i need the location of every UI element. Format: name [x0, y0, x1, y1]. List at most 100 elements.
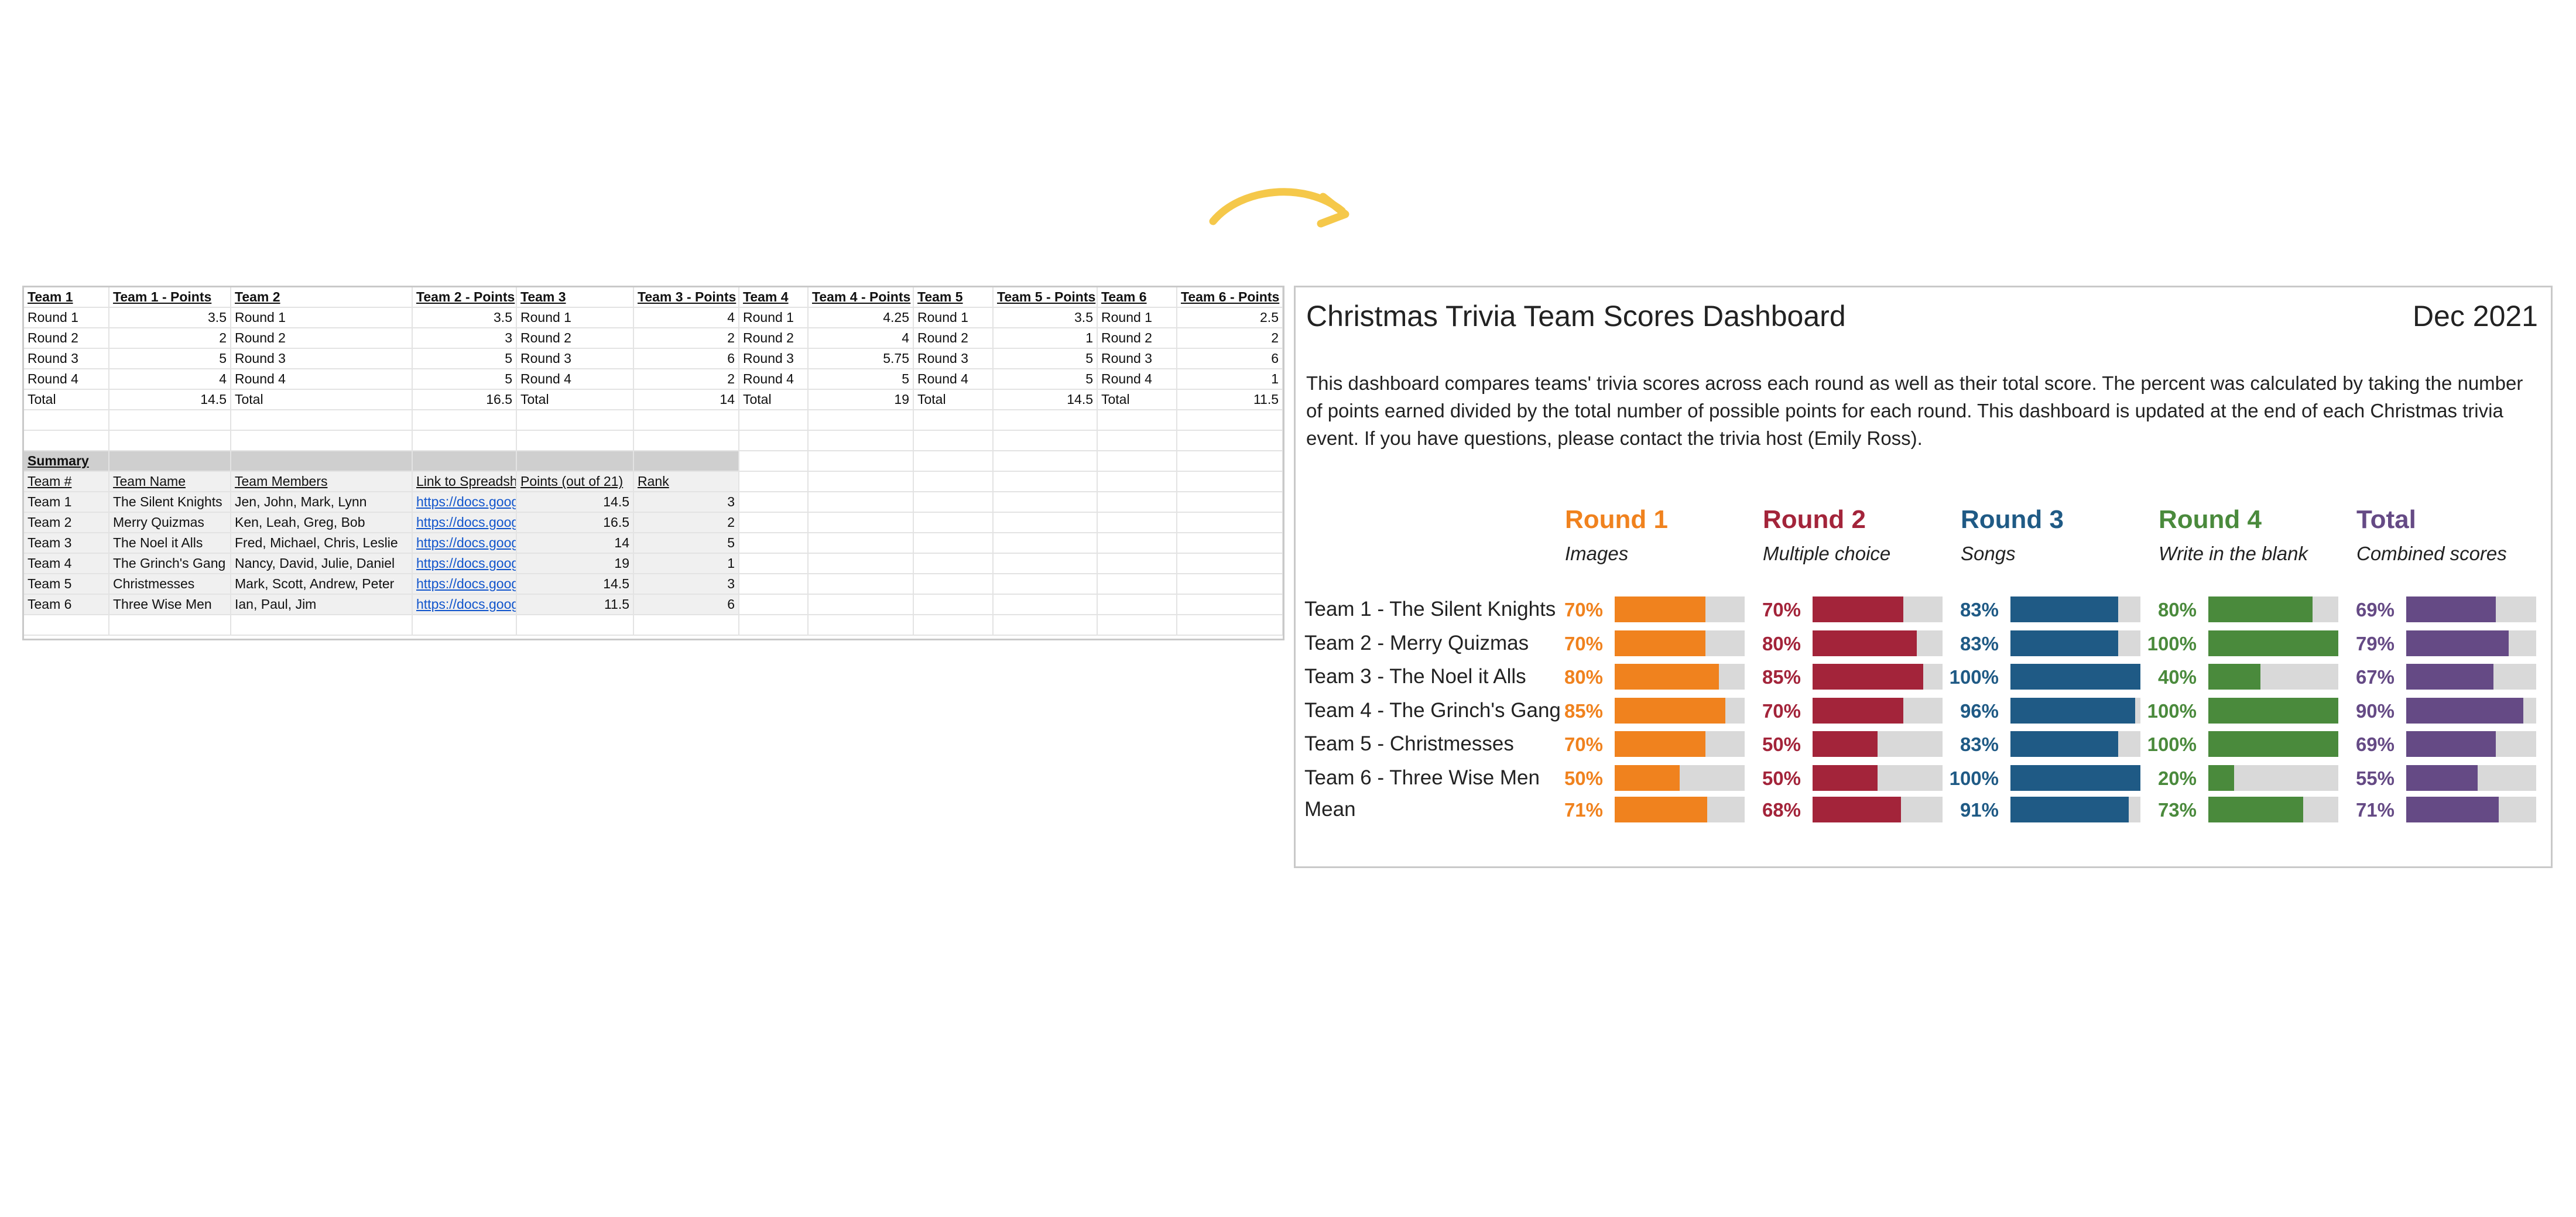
summary-cell[interactable]: 14.5 — [516, 574, 634, 595]
sheet-cell[interactable]: Total — [516, 389, 634, 410]
summary-header-cell[interactable]: Team # — [24, 471, 109, 492]
sheet-cell[interactable]: 2 — [1177, 328, 1283, 349]
sheet-cell[interactable]: Round 4 — [913, 369, 994, 390]
summary-cell[interactable]: 5 — [633, 533, 739, 554]
sheet-cell[interactable] — [993, 574, 1098, 595]
sheet-header-cell[interactable]: Team 2 — [231, 287, 413, 308]
sheet-cell[interactable] — [412, 615, 517, 636]
sheet-cell[interactable] — [231, 430, 413, 451]
spreadsheet-link[interactable]: https://docs.google.com — [412, 512, 517, 533]
sheet-cell[interactable] — [633, 410, 739, 431]
sheet-cell[interactable]: Round 3 — [231, 348, 413, 369]
sheet-cell[interactable] — [739, 430, 809, 451]
sheet-cell[interactable] — [913, 574, 994, 595]
sheet-cell[interactable] — [1177, 451, 1283, 472]
sheet-cell[interactable] — [808, 451, 914, 472]
sheet-cell[interactable]: 5 — [109, 348, 231, 369]
sheet-cell[interactable] — [739, 410, 809, 431]
sheet-cell[interactable] — [1097, 451, 1177, 472]
summary-cell[interactable]: Ken, Leah, Greg, Bob — [231, 512, 413, 533]
sheet-cell[interactable]: 4 — [633, 307, 739, 328]
sheet-cell[interactable] — [808, 410, 914, 431]
sheet-cell[interactable]: Round 3 — [739, 348, 809, 369]
sheet-cell[interactable] — [739, 533, 809, 554]
sheet-cell[interactable] — [1097, 533, 1177, 554]
spreadsheet-link[interactable]: https://docs.google.com — [412, 594, 517, 615]
sheet-cell[interactable]: Round 4 — [739, 369, 809, 390]
summary-cell[interactable]: 14.5 — [516, 492, 634, 513]
sheet-cell[interactable] — [913, 512, 994, 533]
summary-cell[interactable]: Team 4 — [24, 553, 109, 574]
summary-cell[interactable]: Team 6 — [24, 594, 109, 615]
summary-cell[interactable]: Jen, John, Mark, Lynn — [231, 492, 413, 513]
sheet-cell[interactable] — [993, 553, 1098, 574]
summary-title[interactable]: Summary — [24, 451, 109, 472]
sheet-cell[interactable]: Round 1 — [231, 307, 413, 328]
sheet-cell[interactable] — [913, 430, 994, 451]
sheet-cell[interactable]: 14 — [633, 389, 739, 410]
sheet-cell[interactable]: 19 — [808, 389, 914, 410]
sheet-cell[interactable]: 2.5 — [1177, 307, 1283, 328]
sheet-cell[interactable]: 6 — [1177, 348, 1283, 369]
sheet-cell[interactable]: Round 4 — [1097, 369, 1177, 390]
sheet-cell[interactable]: 5 — [808, 369, 914, 390]
sheet-cell[interactable]: Total — [1097, 389, 1177, 410]
summary-cell[interactable]: Christmesses — [109, 574, 231, 595]
summary-cell[interactable]: Ian, Paul, Jim — [231, 594, 413, 615]
sheet-cell[interactable] — [808, 492, 914, 513]
sheet-cell[interactable]: Round 1 — [1097, 307, 1177, 328]
sheet-cell[interactable] — [1097, 553, 1177, 574]
sheet-cell[interactable]: Round 2 — [1097, 328, 1177, 349]
sheet-cell[interactable]: 2 — [633, 328, 739, 349]
sheet-cell[interactable] — [993, 492, 1098, 513]
sheet-cell[interactable]: Total — [739, 389, 809, 410]
sheet-cell[interactable]: 5 — [993, 348, 1098, 369]
sheet-header-cell[interactable]: Team 1 — [24, 287, 109, 308]
sheet-cell[interactable]: Round 1 — [24, 307, 109, 328]
sheet-cell[interactable]: 3.5 — [993, 307, 1098, 328]
sheet-cell[interactable] — [1097, 492, 1177, 513]
sheet-cell[interactable] — [109, 410, 231, 431]
sheet-cell[interactable] — [739, 574, 809, 595]
sheet-cell[interactable] — [24, 615, 109, 636]
summary-cell[interactable]: Team 3 — [24, 533, 109, 554]
sheet-cell[interactable] — [109, 430, 231, 451]
summary-cell[interactable]: 14 — [516, 533, 634, 554]
sheet-header-cell[interactable]: Team 6 — [1097, 287, 1177, 308]
sheet-cell[interactable] — [516, 410, 634, 431]
sheet-cell[interactable]: Round 2 — [913, 328, 994, 349]
summary-cell[interactable]: Team 5 — [24, 574, 109, 595]
sheet-cell[interactable] — [1177, 430, 1283, 451]
sheet-cell[interactable] — [739, 451, 809, 472]
summary-cell[interactable]: The Noel it Alls — [109, 533, 231, 554]
sheet-cell[interactable] — [739, 553, 809, 574]
sheet-cell[interactable]: Round 2 — [231, 328, 413, 349]
sheet-cell[interactable] — [109, 615, 231, 636]
sheet-cell[interactable] — [516, 615, 634, 636]
sheet-cell[interactable] — [412, 410, 517, 431]
sheet-cell[interactable]: 11.5 — [1177, 389, 1283, 410]
summary-cell[interactable]: Merry Quizmas — [109, 512, 231, 533]
sheet-cell[interactable] — [1177, 594, 1283, 615]
sheet-cell[interactable]: 14.5 — [993, 389, 1098, 410]
sheet-cell[interactable] — [993, 615, 1098, 636]
sheet-cell[interactable]: Round 3 — [24, 348, 109, 369]
sheet-cell[interactable] — [412, 430, 517, 451]
sheet-header-cell[interactable]: Team 3 — [516, 287, 634, 308]
sheet-header-cell[interactable]: Team 4 — [739, 287, 809, 308]
sheet-cell[interactable] — [808, 615, 914, 636]
sheet-cell[interactable] — [1177, 615, 1283, 636]
sheet-cell[interactable] — [913, 553, 994, 574]
sheet-cell[interactable] — [993, 430, 1098, 451]
sheet-cell[interactable] — [913, 492, 994, 513]
sheet-cell[interactable]: 6 — [633, 348, 739, 369]
sheet-cell[interactable] — [913, 615, 994, 636]
summary-cell[interactable]: The Grinch's Gang — [109, 553, 231, 574]
sheet-cell[interactable] — [808, 512, 914, 533]
summary-header-cell[interactable]: Team Members — [231, 471, 413, 492]
sheet-cell[interactable] — [993, 533, 1098, 554]
spreadsheet-link[interactable]: https://docs.google.com — [412, 533, 517, 554]
sheet-cell[interactable]: Round 3 — [1097, 348, 1177, 369]
sheet-cell[interactable]: Total — [24, 389, 109, 410]
sheet-cell[interactable]: Round 2 — [516, 328, 634, 349]
